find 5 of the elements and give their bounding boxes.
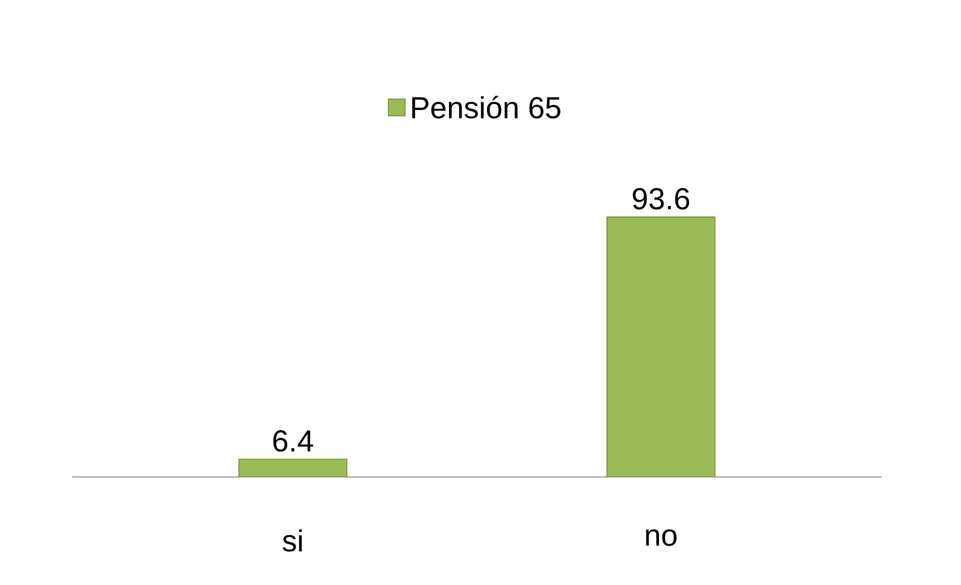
data-label: 6.4 bbox=[273, 430, 314, 452]
x-tick-label: no bbox=[646, 529, 677, 546]
legend-label: Pensión 65 bbox=[412, 96, 560, 119]
x-tick-label: si bbox=[282, 529, 302, 552]
data-label: 93.6 bbox=[632, 188, 690, 210]
